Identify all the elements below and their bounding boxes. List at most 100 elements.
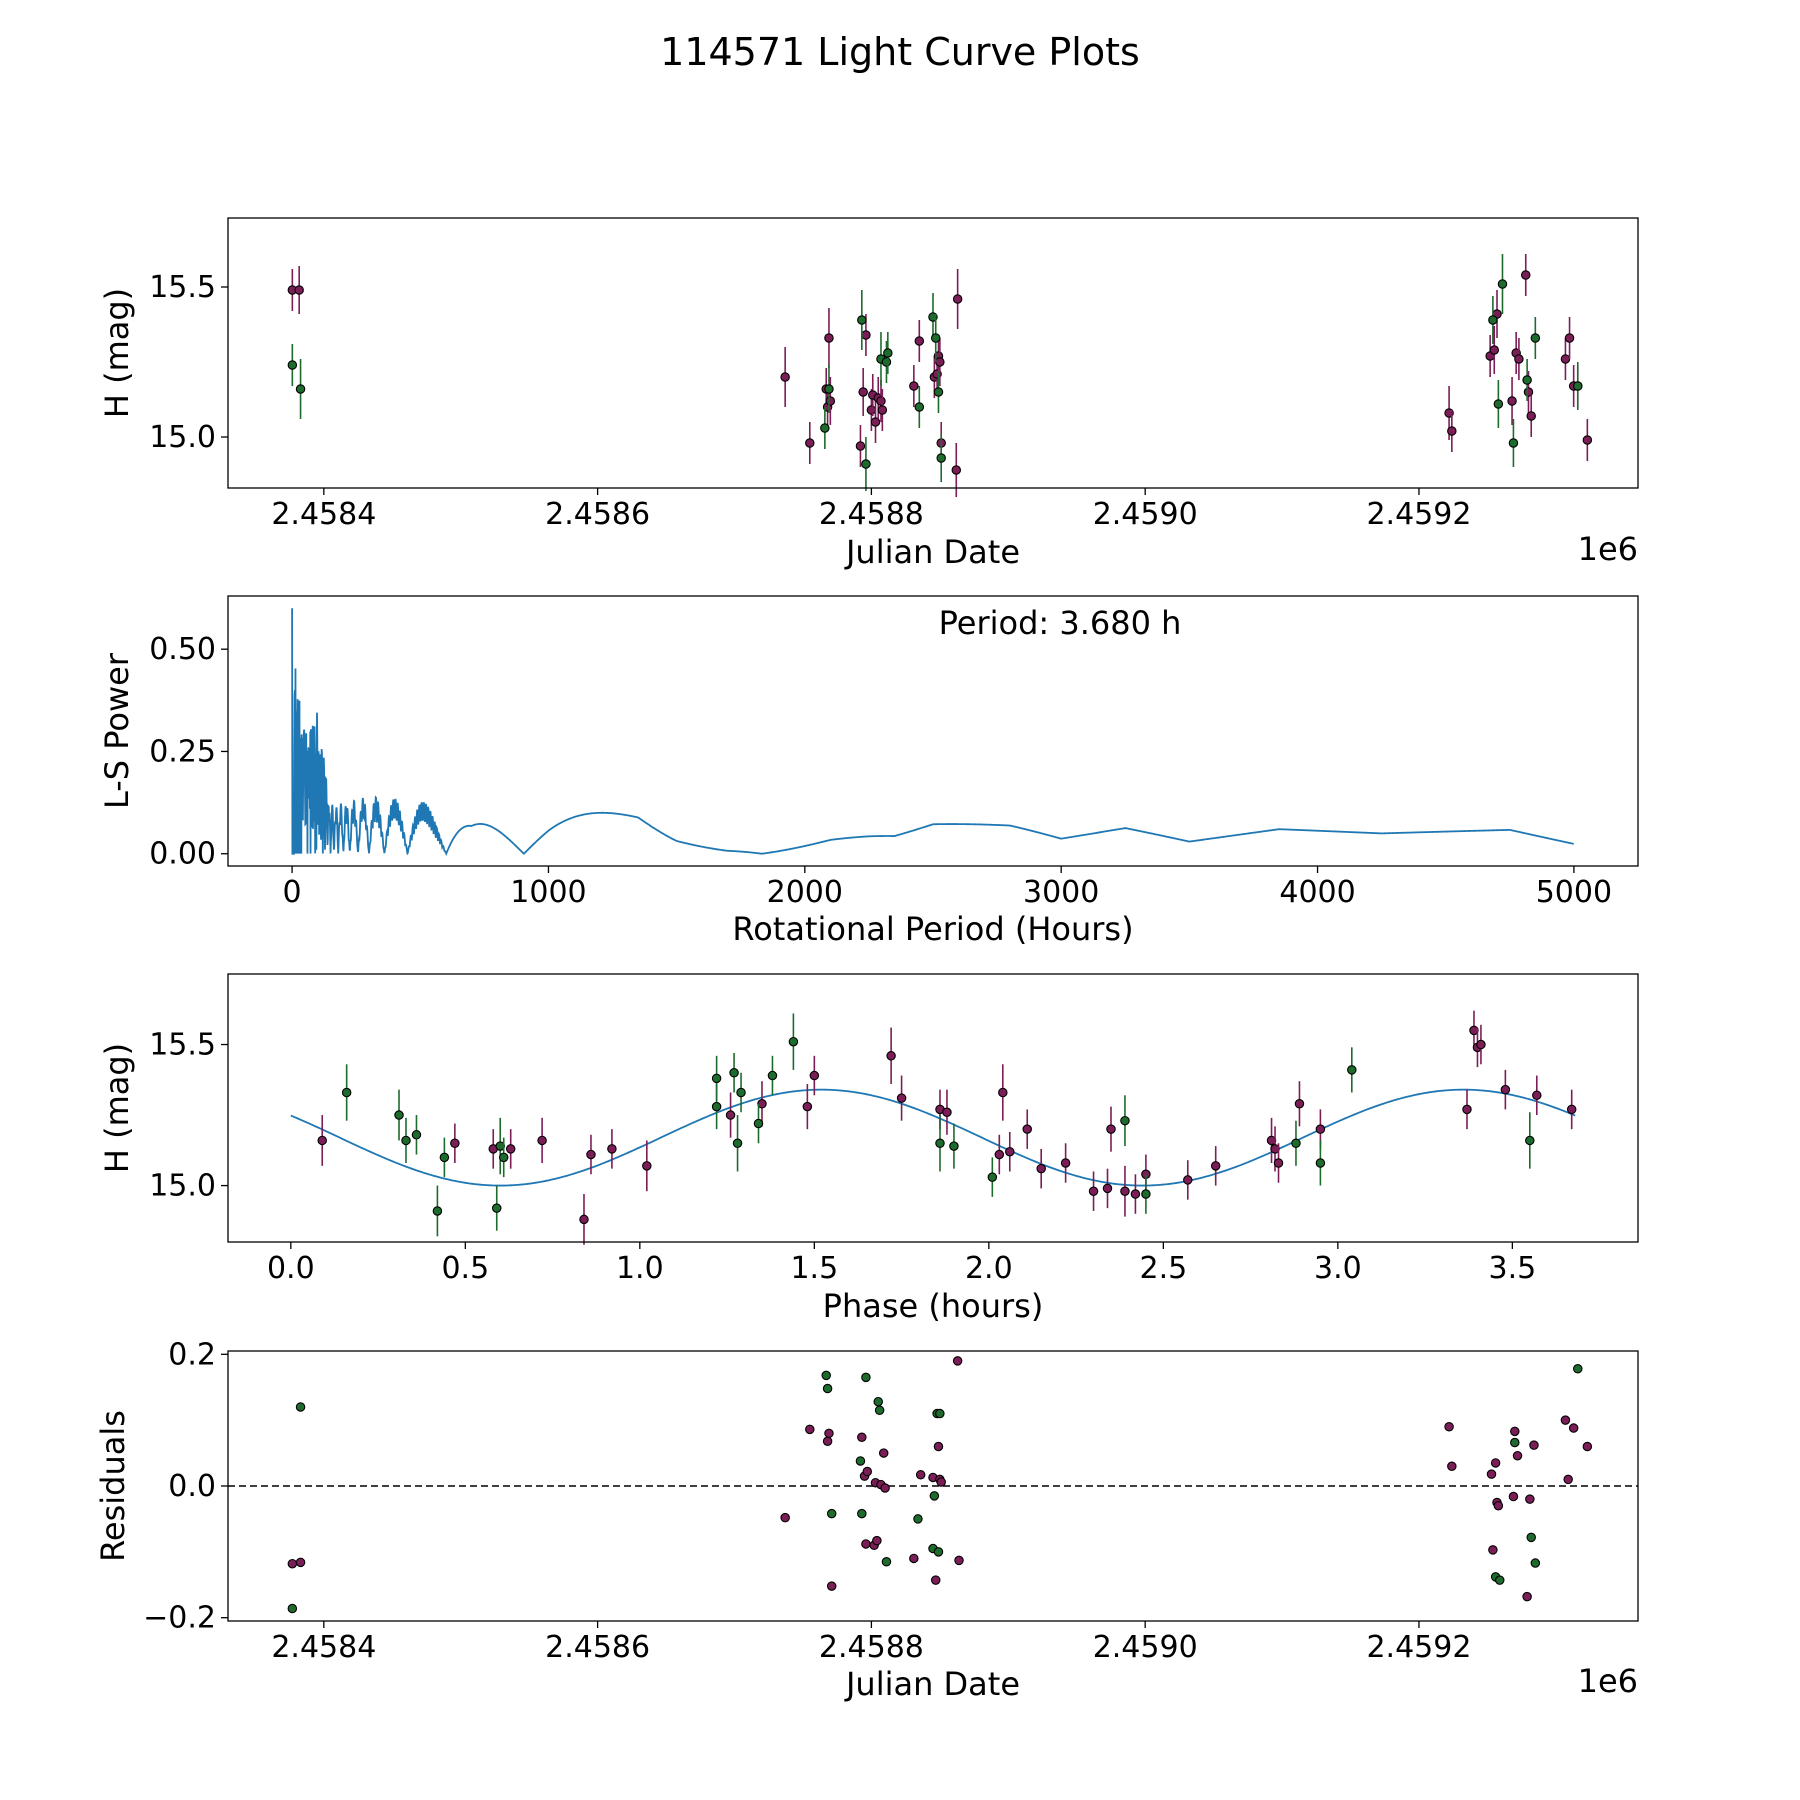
- data-point: [861, 330, 871, 340]
- data-point: [1106, 1124, 1116, 1134]
- x-tick-label: 5000: [1536, 875, 1612, 910]
- data-point: [1060, 1158, 1071, 1168]
- data-point: [1120, 1186, 1130, 1196]
- data-point: [1520, 270, 1531, 280]
- data-point: [394, 1110, 404, 1120]
- y-tick-label: 0.00: [149, 837, 216, 872]
- data-point: [1525, 1135, 1535, 1146]
- data-point: [1291, 1138, 1301, 1149]
- data-point: [1530, 333, 1541, 343]
- data-point: [287, 360, 298, 370]
- data-point: [1036, 1163, 1046, 1174]
- data-point: [873, 1396, 883, 1407]
- data-point: [1560, 354, 1571, 364]
- x-tick-label: 2.4590: [1093, 1630, 1198, 1665]
- periodogram-annotation: Period: 3.680 h: [939, 604, 1182, 642]
- data-point: [915, 1470, 926, 1480]
- data-point: [1573, 381, 1583, 391]
- data-point: [1315, 1158, 1326, 1168]
- residuals-axes-frame: [227, 1350, 1639, 1622]
- data-point: [883, 348, 893, 358]
- data-point: [287, 1603, 298, 1614]
- data-point: [1508, 1491, 1519, 1502]
- phase-x-ticks: 0.0 0.5 1.0 1.5 2.0 2.5 3.0 3.5: [267, 1242, 1536, 1286]
- data-point: [998, 1087, 1008, 1098]
- data-point: [432, 1206, 443, 1216]
- fit-curve: [290, 1088, 1576, 1187]
- data-point: [861, 459, 871, 469]
- x-tick-label: 2.4592: [1366, 497, 1471, 532]
- data-point: [824, 1428, 834, 1439]
- data-point: [857, 315, 867, 325]
- data-point: [1530, 1558, 1541, 1568]
- data-point: [874, 1405, 885, 1416]
- x-tick-label: 2.4584: [271, 1630, 376, 1665]
- data-point: [914, 402, 925, 412]
- x-tick-label: 2.4584: [271, 497, 376, 532]
- data-point: [1525, 1494, 1535, 1504]
- residuals-y-ticks: −0.2 0.0 0.2: [143, 1337, 228, 1636]
- data-point: [1102, 1183, 1113, 1194]
- data-point: [1510, 1426, 1520, 1437]
- data-point: [1508, 438, 1519, 448]
- data-point: [936, 1477, 946, 1487]
- data-point: [994, 1149, 1005, 1160]
- data-point: [1493, 1501, 1504, 1511]
- data-point: [913, 1514, 923, 1524]
- x-tick-label: 2.4592: [1366, 1630, 1471, 1665]
- x-tick-label: 0: [283, 875, 302, 910]
- residuals-panel: 2.4584 2.4586 2.4588 2.4590 2.4592 −0.2 0.0 0.…: [94, 1337, 1639, 1703]
- data-point: [822, 1383, 833, 1394]
- data-point: [1476, 1039, 1486, 1050]
- data-point: [857, 1432, 867, 1443]
- data-point: [1183, 1175, 1193, 1185]
- data-point: [1522, 375, 1532, 385]
- data-point: [780, 1512, 790, 1523]
- data-point: [949, 1141, 959, 1151]
- data-point: [1494, 1575, 1505, 1585]
- lightcurve-y-label: H (mag): [98, 288, 136, 418]
- data-point: [729, 1067, 739, 1078]
- data-point: [607, 1144, 617, 1154]
- y-tick-label: 0.50: [149, 632, 216, 667]
- data-point: [935, 357, 945, 367]
- lightcurve-axes-frame: [227, 217, 1639, 489]
- lightcurve-x-label: Julian Date: [844, 533, 1020, 571]
- data-point: [1507, 396, 1517, 406]
- data-point: [876, 396, 886, 406]
- data-point: [711, 1101, 722, 1112]
- data-point: [862, 1466, 873, 1477]
- data-point: [1532, 1090, 1542, 1101]
- lightcurve-x-offset: 1e6: [1578, 530, 1638, 568]
- periodogram-data: [291, 608, 1574, 856]
- x-tick-label: 2.4590: [1093, 497, 1198, 532]
- data-point: [579, 1214, 589, 1225]
- data-point: [1568, 1423, 1579, 1433]
- data-point: [287, 1558, 298, 1569]
- residuals-data: [228, 1356, 1638, 1614]
- y-tick-label: 15.0: [149, 1169, 216, 1204]
- data-point: [1512, 1450, 1523, 1461]
- data-point: [401, 1135, 411, 1146]
- data-point: [896, 1093, 907, 1103]
- periodogram-y-label: L-S Power: [98, 652, 136, 809]
- data-point: [1120, 1115, 1130, 1126]
- data-point: [788, 1036, 799, 1047]
- data-point: [1315, 1124, 1326, 1134]
- x-tick-label: 2.0: [965, 1251, 1013, 1286]
- data-point: [987, 1172, 998, 1182]
- y-tick-label: 15.5: [149, 1028, 216, 1063]
- data-point: [439, 1152, 450, 1163]
- data-point: [824, 333, 834, 343]
- data-point: [1022, 1124, 1032, 1134]
- data-point: [942, 1107, 952, 1117]
- data-point: [1130, 1189, 1141, 1199]
- data-point: [805, 1424, 815, 1435]
- y-tick-label: 0.0: [168, 1469, 216, 1504]
- data-point: [1564, 333, 1575, 343]
- x-tick-label: 2.5: [1139, 1251, 1187, 1286]
- data-point: [1210, 1161, 1221, 1171]
- data-point: [954, 1555, 964, 1566]
- phase-x-label: Phase (hours): [823, 1287, 1044, 1325]
